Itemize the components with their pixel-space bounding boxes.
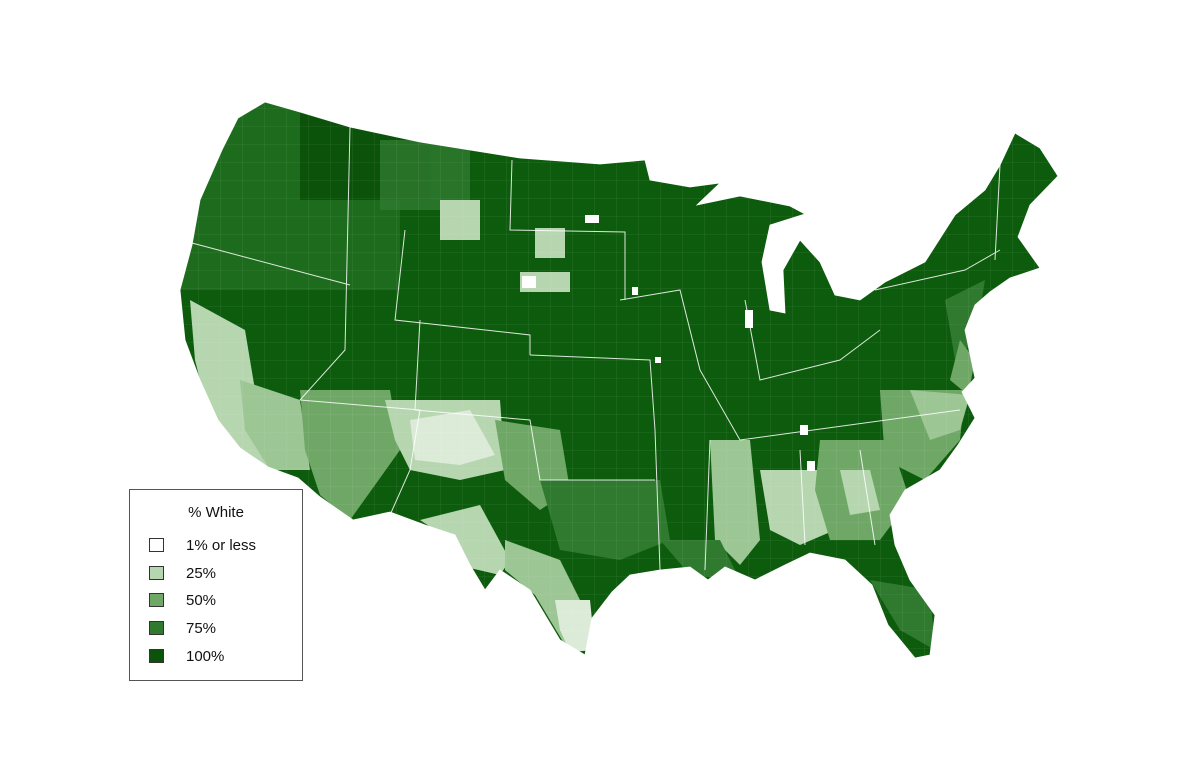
legend-title: % White	[188, 504, 244, 521]
legend-item-75: 75%	[149, 619, 216, 637]
legend-item-25: 25%	[149, 564, 216, 582]
legend-label: 1% or less	[186, 536, 257, 554]
legend-swatch	[149, 621, 164, 635]
legend-label: 100%	[186, 647, 225, 665]
legend-swatch	[149, 593, 164, 607]
legend-item-50: 50%	[149, 591, 216, 609]
legend-swatch	[149, 538, 164, 552]
legend-label: 75%	[186, 619, 217, 637]
map-legend: % White 1% or less 25% 50% 75% 100%	[129, 489, 303, 681]
legend-swatch	[149, 649, 164, 663]
legend-swatch	[149, 566, 164, 580]
legend-label: 50%	[186, 591, 217, 609]
legend-item-100: 100%	[149, 647, 224, 665]
legend-label: 25%	[186, 564, 217, 582]
legend-item-1-or-less: 1% or less	[149, 536, 256, 554]
